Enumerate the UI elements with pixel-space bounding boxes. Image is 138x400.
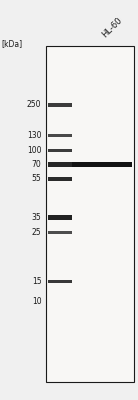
Bar [72, 162, 132, 167]
Text: 15: 15 [32, 277, 41, 286]
Bar [48, 149, 72, 152]
Bar [48, 177, 72, 180]
Bar [48, 134, 72, 136]
Bar [46, 46, 134, 382]
Text: 10: 10 [32, 297, 41, 306]
Text: 130: 130 [27, 130, 41, 140]
Bar [48, 103, 72, 107]
Text: 250: 250 [27, 100, 41, 109]
Bar [48, 231, 72, 234]
Text: 55: 55 [32, 174, 41, 183]
Text: 70: 70 [32, 160, 41, 169]
Text: [kDa]: [kDa] [1, 39, 22, 48]
Bar [48, 215, 72, 220]
Text: 35: 35 [32, 213, 41, 222]
Bar [48, 280, 72, 283]
Text: HL-60: HL-60 [100, 16, 124, 39]
Text: 25: 25 [32, 228, 41, 237]
Text: 100: 100 [27, 146, 41, 155]
Bar [48, 162, 72, 167]
